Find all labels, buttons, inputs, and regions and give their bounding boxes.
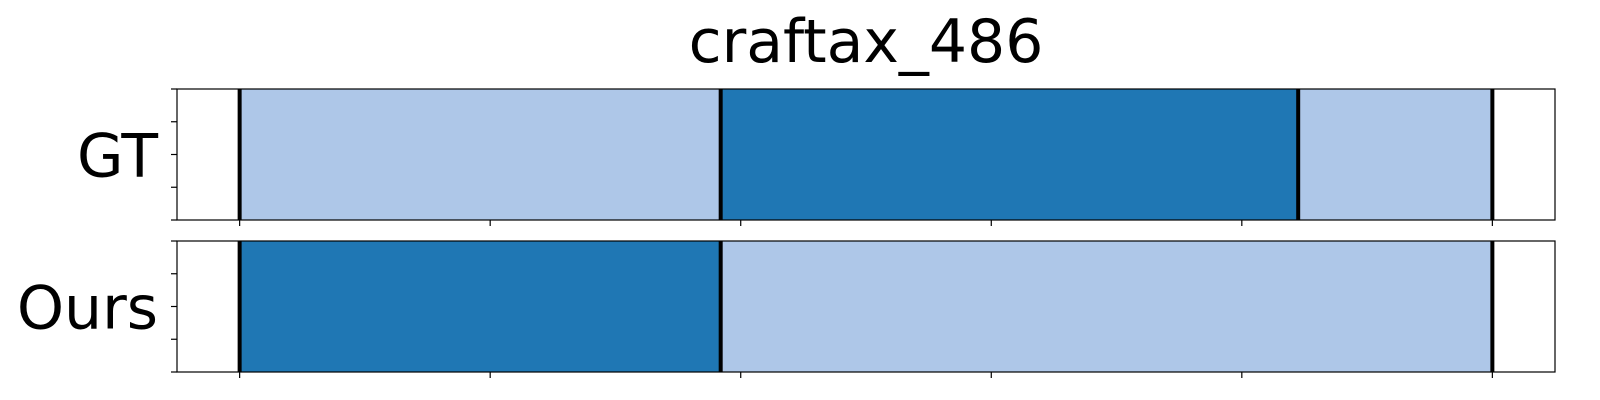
segment-1-1 (720, 241, 1493, 372)
timeline-rows: GT Ours (17, 88, 1556, 378)
segment-0-2 (1298, 89, 1493, 220)
chart-title: craftax_486 (689, 7, 1044, 77)
segment-1-0 (239, 241, 721, 372)
row-label-1: Ours (17, 274, 158, 344)
segment-0-0 (239, 89, 721, 220)
row-label-0: GT (77, 122, 158, 192)
segment-0-1 (720, 89, 1299, 220)
row-0: GT (77, 88, 1556, 226)
row-1: Ours (17, 240, 1556, 378)
